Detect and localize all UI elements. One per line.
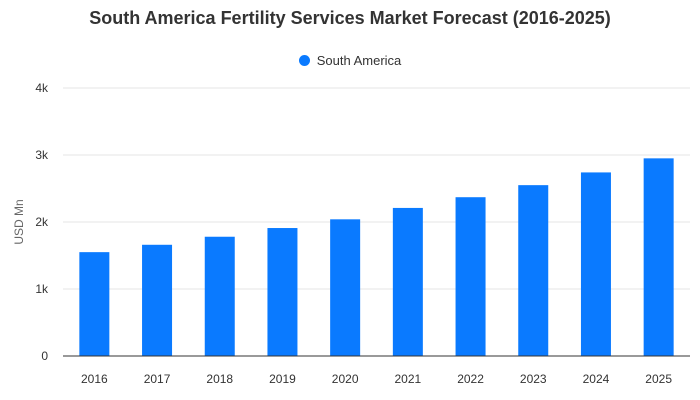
bar (455, 197, 486, 356)
bar (142, 244, 173, 356)
legend-marker-icon (298, 55, 310, 66)
legend[interactable]: South America (0, 53, 700, 68)
y-tick-label: 3k (35, 148, 49, 162)
x-tick-label: 2022 (457, 372, 484, 386)
x-tick-label: 2020 (332, 372, 359, 386)
y-tick-label: 1k (35, 282, 49, 296)
y-tick-label: 2k (35, 215, 49, 229)
bar (330, 219, 361, 356)
bar (79, 252, 110, 356)
bar (267, 228, 298, 356)
y-tick-label: 0 (41, 349, 48, 363)
bar (580, 172, 611, 356)
y-axis-title: USD Mn (12, 199, 26, 244)
x-tick-label: 2017 (144, 372, 171, 386)
x-tick-label: 2021 (394, 372, 421, 386)
x-tick-label: 2018 (206, 372, 233, 386)
x-tick-label: 2024 (583, 372, 610, 386)
x-tick-label: 2025 (645, 372, 672, 386)
y-tick-label: 4k (35, 81, 49, 95)
bar (392, 207, 423, 356)
x-tick-label: 2016 (81, 372, 108, 386)
bar (204, 236, 235, 356)
bar (643, 158, 674, 356)
legend-label: South America (316, 53, 402, 68)
x-tick-label: 2019 (269, 372, 296, 386)
x-tick-label: 2023 (520, 372, 547, 386)
chart-title: South America Fertility Services Market … (89, 8, 611, 28)
bar (518, 185, 549, 356)
